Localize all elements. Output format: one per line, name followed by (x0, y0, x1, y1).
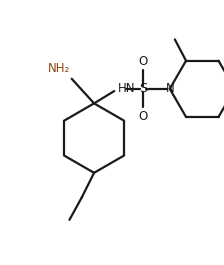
Text: N: N (165, 82, 174, 95)
Text: O: O (139, 110, 148, 123)
Text: S: S (139, 82, 148, 95)
Text: O: O (139, 55, 148, 68)
Text: HN: HN (118, 82, 135, 95)
Text: NH₂: NH₂ (48, 62, 71, 75)
